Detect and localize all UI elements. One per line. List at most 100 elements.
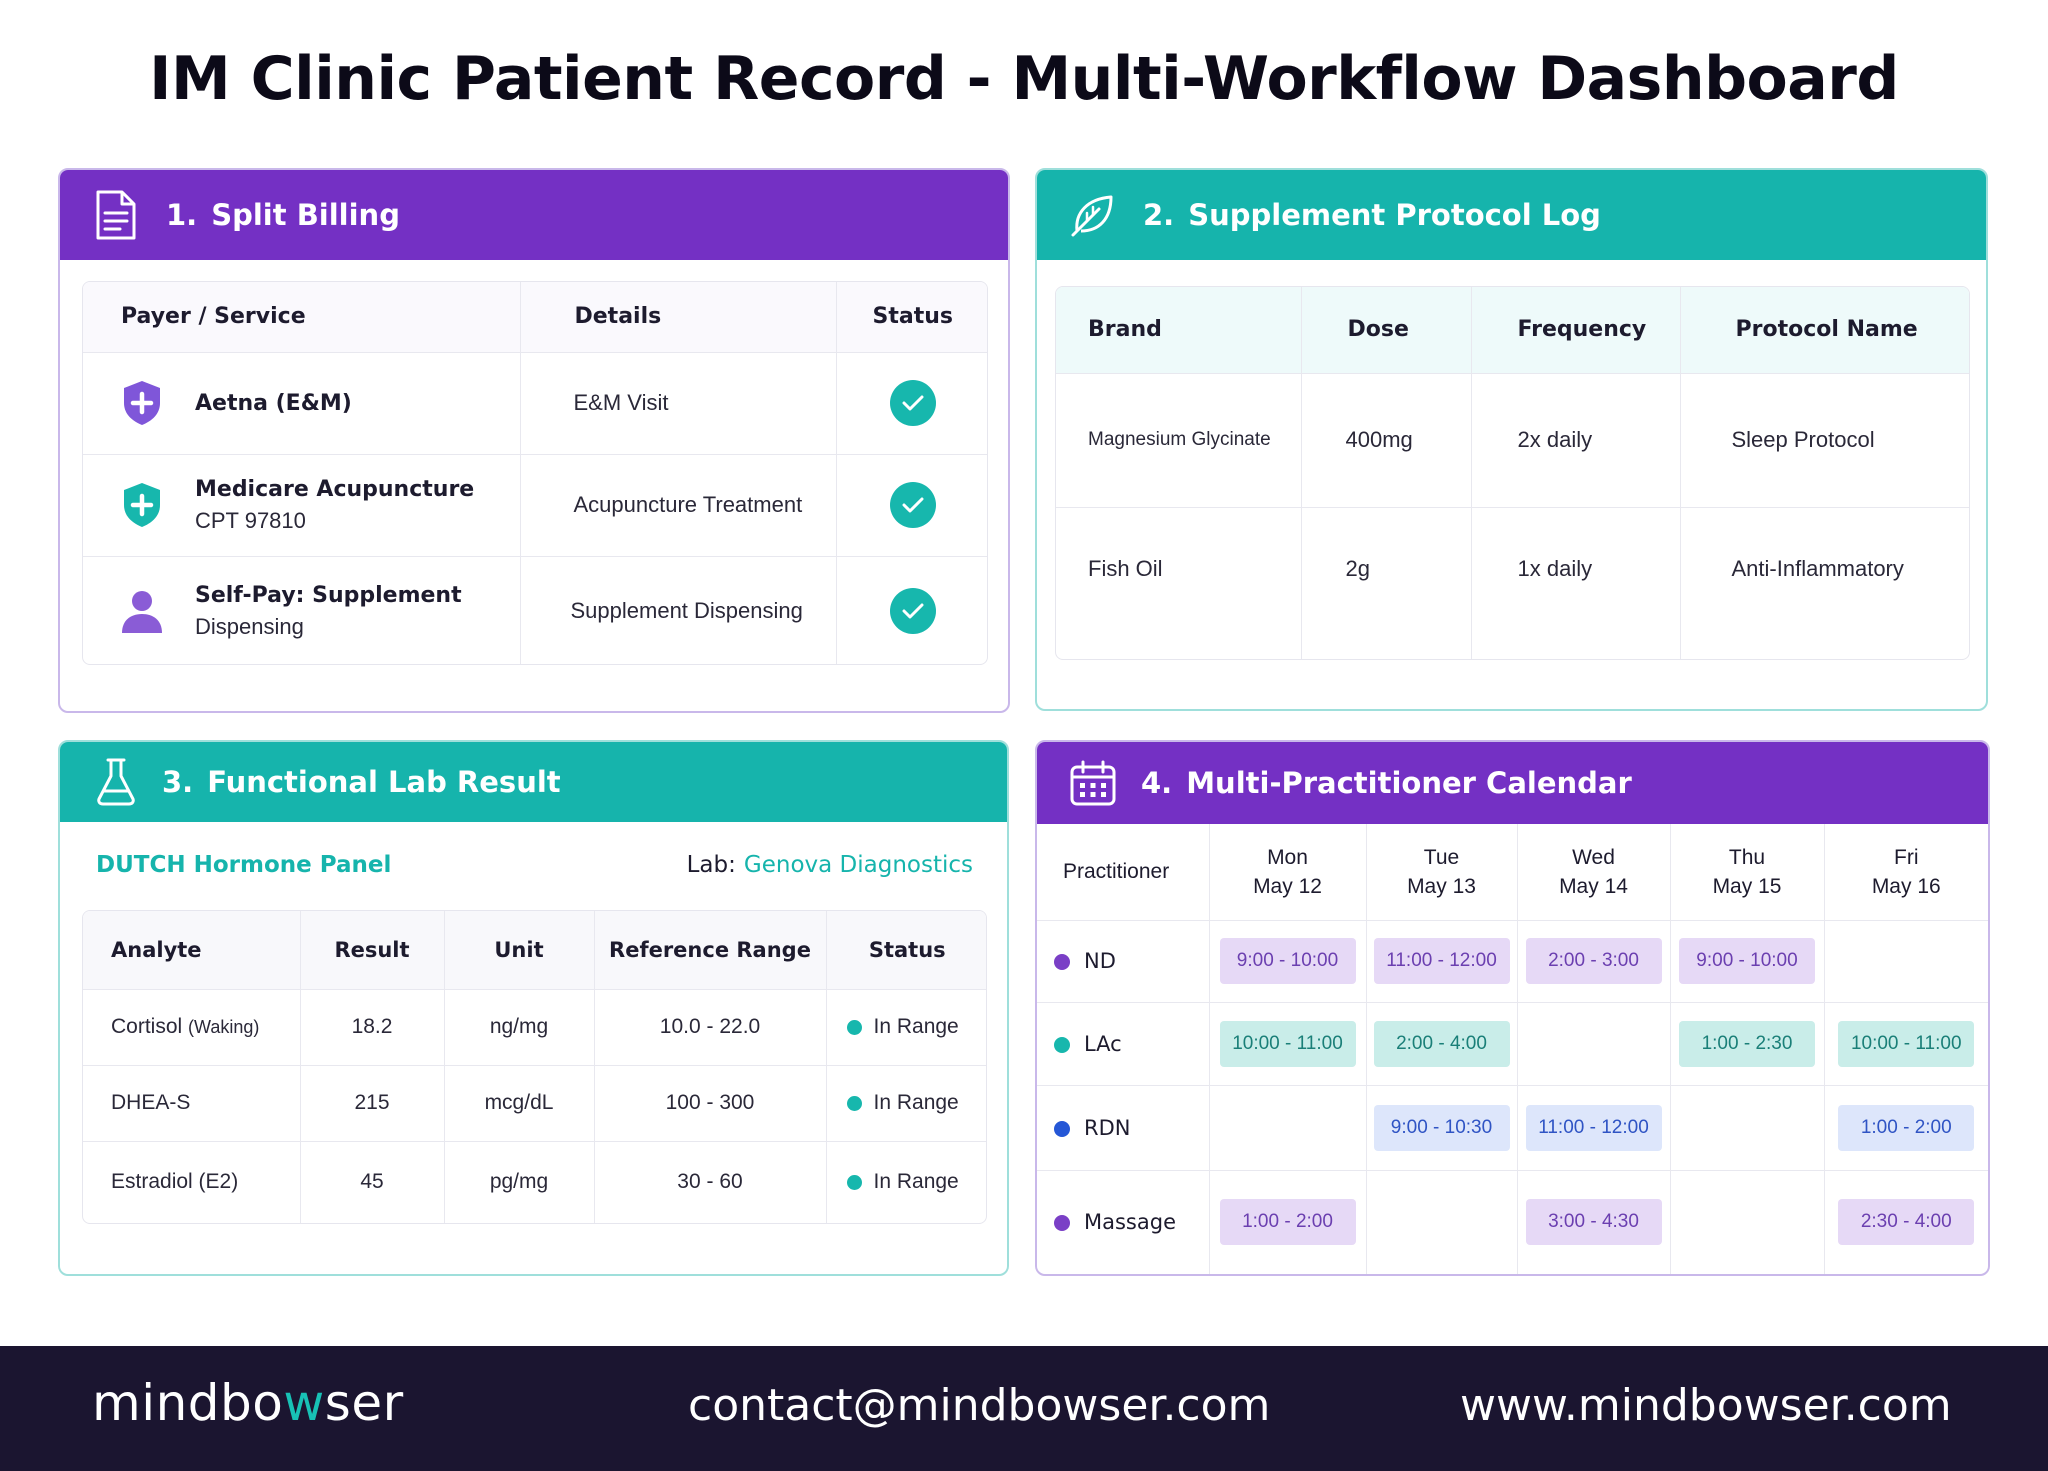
supplement-frequency: 2x daily bbox=[1471, 373, 1681, 508]
day-header: Fri May 16 bbox=[1824, 824, 1988, 921]
appointment-slot[interactable]: 1:00 - 2:00 bbox=[1838, 1105, 1975, 1152]
status-dot bbox=[846, 1095, 862, 1111]
appointment-slot[interactable]: 2:30 - 4:00 bbox=[1838, 1199, 1975, 1246]
panel-name: DUTCH Hormone Panel bbox=[96, 852, 392, 878]
column-header: Brand bbox=[1056, 287, 1302, 374]
billing-details: E&M Visit bbox=[520, 352, 837, 455]
calendar-row: Massage 1:00 - 2:00 3:00 - 4:30 2:30 - 4:00 bbox=[1037, 1170, 1988, 1274]
practitioner-name: LAc bbox=[1084, 1032, 1122, 1057]
calendar-cell: 11:00 - 12:00 bbox=[1366, 920, 1518, 1004]
appointment-slot[interactable]: 10:00 - 11:00 bbox=[1838, 1021, 1975, 1068]
appointment-slot[interactable]: 3:00 - 4:30 bbox=[1525, 1199, 1662, 1246]
analyte-name: DHEA-S bbox=[83, 1065, 301, 1142]
calendar-cell: 10:00 - 11:00 bbox=[1209, 1002, 1367, 1087]
lab-result-header: 3. Functional Lab Result bbox=[60, 742, 1007, 822]
practitioner-cell: ND bbox=[1037, 920, 1210, 1004]
calendar-cell: 9:00 - 10:00 bbox=[1670, 920, 1825, 1004]
appointment-slot[interactable]: 2:00 - 3:00 bbox=[1525, 938, 1662, 985]
appointment-slot[interactable]: 1:00 - 2:30 bbox=[1679, 1021, 1815, 1068]
table-row[interactable]: Cortisol (Waking) 18.2 ng/mg 10.0 - 22.0… bbox=[83, 989, 986, 1066]
status-text: In Range bbox=[873, 1015, 959, 1038]
appointment-slot[interactable]: 9:00 - 10:00 bbox=[1219, 938, 1356, 985]
supplement-log-card: 2. Supplement Protocol Log Brand Dose Fr… bbox=[1035, 168, 1988, 711]
reference-range: 30 - 60 bbox=[594, 1141, 827, 1223]
table-row[interactable]: Magnesium Glycinate 400mg 2x daily Sleep… bbox=[1056, 373, 1969, 508]
appointment-slot[interactable]: 2:00 - 4:00 bbox=[1373, 1021, 1510, 1068]
calendar-cell: 10:00 - 11:00 bbox=[1824, 1002, 1988, 1087]
table-row[interactable]: Medicare Acupuncture CPT 97810 Acupunctu… bbox=[83, 454, 987, 557]
practitioner-name: RDN bbox=[1084, 1116, 1131, 1141]
calendar-icon bbox=[1069, 756, 1117, 810]
appointment-slot[interactable]: 11:00 - 12:00 bbox=[1373, 938, 1510, 985]
table-row[interactable]: Aetna (E&M) E&M Visit bbox=[83, 352, 987, 455]
section-number: 2. bbox=[1143, 198, 1175, 232]
mindbowser-logo[interactable]: mindbowser bbox=[92, 1374, 404, 1432]
calendar-cell bbox=[1670, 1170, 1825, 1274]
shield-plus-icon bbox=[119, 482, 165, 528]
column-header: Practitioner bbox=[1037, 824, 1210, 921]
check-icon bbox=[889, 482, 936, 528]
calendar-cell: 9:00 - 10:30 bbox=[1366, 1085, 1518, 1171]
appointment-slot[interactable]: 10:00 - 11:00 bbox=[1219, 1021, 1356, 1068]
lab-unit: pg/mg bbox=[444, 1141, 595, 1223]
table-row[interactable]: DHEA-S 215 mcg/dL 100 - 300 In Range bbox=[83, 1065, 986, 1142]
lab-result-value: 18.2 bbox=[300, 989, 445, 1066]
practitioner-dot bbox=[1054, 1121, 1070, 1138]
table-row[interactable]: Self-Pay: Supplement Dispensing Suppleme… bbox=[83, 556, 987, 664]
payer-name: Self-Pay: Supplement bbox=[195, 582, 462, 608]
website-link[interactable]: www.mindbowser.com bbox=[1460, 1380, 1952, 1431]
calendar-card: 4. Multi-Practitioner Calendar Practitio… bbox=[1035, 740, 1990, 1276]
column-header: Analyte bbox=[83, 911, 301, 990]
lab-result-value: 45 bbox=[300, 1141, 445, 1223]
column-header: Unit bbox=[444, 911, 595, 990]
calendar-row: LAc 10:00 - 11:00 2:00 - 4:00 1:00 - 2:30 10… bbox=[1037, 1002, 1988, 1087]
day-header: Tue May 13 bbox=[1366, 824, 1518, 921]
appointment-slot[interactable]: 11:00 - 12:00 bbox=[1525, 1105, 1662, 1152]
calendar-cell bbox=[1209, 1085, 1367, 1171]
page-title: IM Clinic Patient Record - Multi-Workflo… bbox=[149, 44, 1899, 114]
practitioner-name: Massage bbox=[1084, 1210, 1176, 1235]
calendar-cell: 2:30 - 4:00 bbox=[1824, 1170, 1988, 1274]
analyte-name: Cortisol bbox=[111, 1015, 183, 1038]
billing-details: Supplement Dispensing bbox=[520, 556, 837, 664]
calendar-cell bbox=[1824, 920, 1988, 1004]
practitioner-name: ND bbox=[1084, 949, 1116, 974]
leaf-icon bbox=[1069, 188, 1117, 242]
table-row[interactable]: Estradiol (E2) 45 pg/mg 30 - 60 In Range bbox=[83, 1141, 986, 1223]
supplement-dose: 2g bbox=[1301, 507, 1472, 659]
reference-range: 100 - 300 bbox=[594, 1065, 827, 1142]
calendar-row: ND 9:00 - 10:00 11:00 - 12:00 2:00 - 3:00 9:… bbox=[1037, 920, 1988, 1004]
contact-email-link[interactable]: contact@mindbowser.com bbox=[688, 1380, 1271, 1431]
lab-name: Genova Diagnostics bbox=[743, 852, 973, 878]
supplement-table: Brand Dose Frequency Protocol Name Magne… bbox=[1055, 286, 1970, 660]
column-header: Payer / Service bbox=[83, 282, 521, 353]
split-billing-card: 1. Split Billing Payer / Service Details… bbox=[58, 168, 1010, 713]
status-text: In Range bbox=[873, 1170, 959, 1194]
lab-unit: ng/mg bbox=[444, 989, 595, 1066]
column-header: Status bbox=[836, 282, 987, 353]
practitioner-cell: LAc bbox=[1037, 1002, 1210, 1087]
appointment-slot[interactable]: 9:00 - 10:30 bbox=[1373, 1105, 1510, 1152]
practitioner-dot bbox=[1054, 1215, 1070, 1232]
appointment-slot[interactable]: 1:00 - 2:00 bbox=[1219, 1199, 1356, 1246]
supplement-brand: Magnesium Glycinate bbox=[1056, 373, 1302, 508]
calendar-row: RDN 9:00 - 10:30 11:00 - 12:00 1:00 - 2:00 bbox=[1037, 1085, 1988, 1171]
check-icon bbox=[889, 380, 936, 426]
column-header: Protocol Name bbox=[1680, 287, 1969, 374]
document-icon bbox=[92, 188, 140, 242]
footer: mindbowser contact@mindbowser.com www.mi… bbox=[0, 1346, 2048, 1471]
payer-code: CPT 97810 bbox=[195, 507, 306, 533]
section-number: 4. bbox=[1141, 766, 1173, 800]
appointment-slot[interactable]: 9:00 - 10:00 bbox=[1679, 938, 1815, 985]
table-row[interactable]: Fish Oil 2g 1x daily Anti-Inflammatory bbox=[1056, 507, 1969, 659]
calendar-grid: Practitioner Mon May 12 Tue May 13 Wed May … bbox=[1037, 824, 1988, 1274]
billing-table: Payer / Service Details Status Aetna (E&… bbox=[82, 281, 988, 665]
column-header: Result bbox=[300, 911, 445, 990]
flask-icon bbox=[92, 755, 140, 809]
lab-unit: mcg/dL bbox=[444, 1065, 595, 1142]
lab-label: Lab: bbox=[686, 852, 736, 878]
status-text: In Range bbox=[873, 1091, 959, 1114]
status-dot bbox=[846, 1019, 862, 1035]
calendar-cell bbox=[1517, 1002, 1671, 1087]
reference-range: 10.0 - 22.0 bbox=[594, 989, 827, 1066]
